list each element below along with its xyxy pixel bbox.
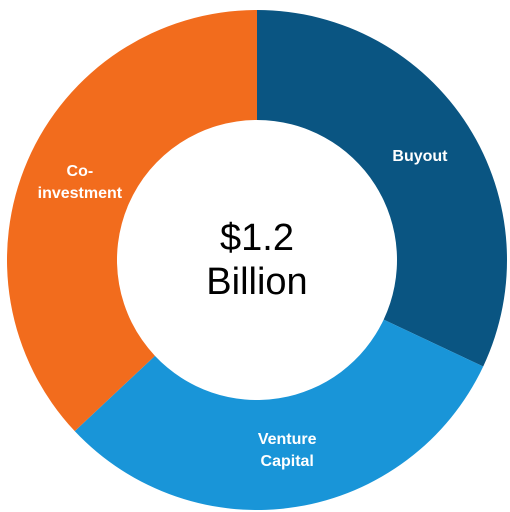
segment-label: Buyout (392, 147, 448, 165)
center-label: $1.2 Billion (206, 217, 308, 303)
donut-segment (257, 10, 507, 367)
segment-label: Co-investment (37, 163, 123, 203)
donut-segment (74, 319, 484, 511)
donut-segment (6, 10, 257, 432)
segment-label: Venture Capital (257, 430, 317, 470)
